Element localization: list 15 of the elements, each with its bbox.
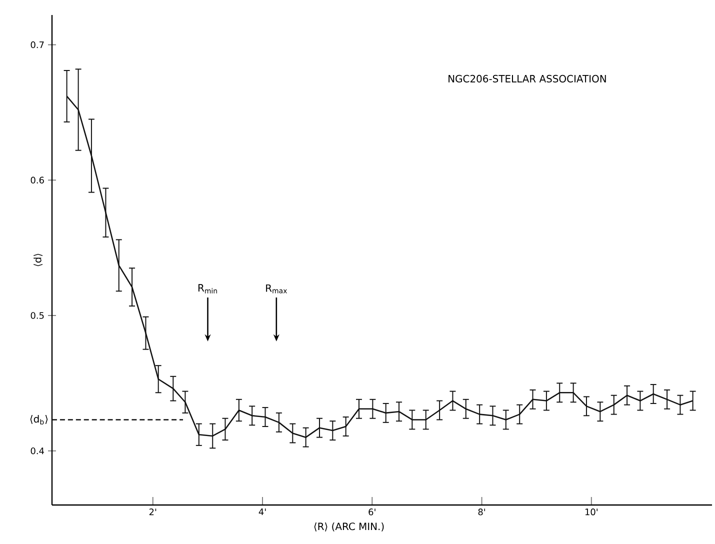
y-axis-title: ⟨d⟩ [34, 254, 42, 266]
x-axis-title: ⟨R⟩ (ARC MIN.) [314, 522, 384, 532]
y-tick-label: 0.6 [30, 176, 44, 184]
x-tick-label: 2' [149, 508, 156, 516]
series-label: ⟨d$_{b}$⟩ [30, 414, 48, 424]
x-tick-label: 6' [368, 508, 376, 516]
x-tick-label: 10' [585, 508, 598, 516]
x-tick-label: 8' [478, 508, 485, 516]
y-tick-label: 0.7 [30, 41, 44, 48]
x-tick-label: 4' [258, 508, 266, 516]
y-tick-label: 0.4 [30, 447, 44, 454]
y-tick-label: 0.5 [30, 312, 44, 319]
annotation: R$_{min}$ [198, 284, 217, 294]
annotation: R$_{max}$ [266, 284, 287, 294]
text: NGC206-STELLAR ASSOCIATION [448, 74, 606, 82]
